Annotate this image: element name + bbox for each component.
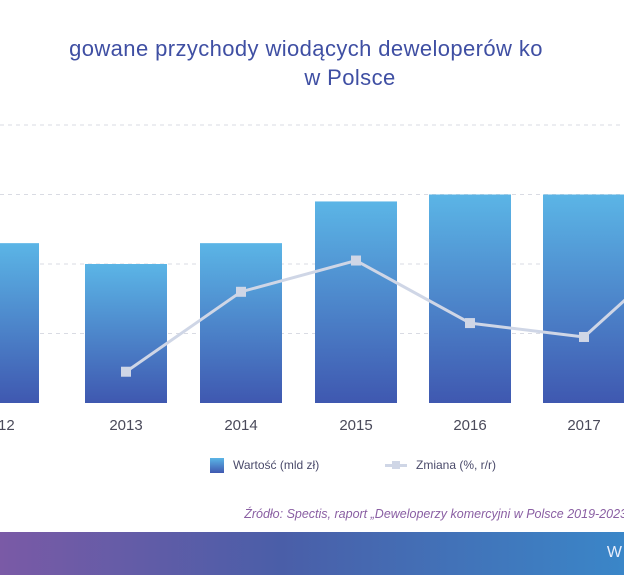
x-tick-label-2013: 2013 bbox=[109, 417, 142, 434]
legend-item-line: Zmiana (%, r/r) bbox=[385, 456, 496, 474]
legend-bar-label: Wartość (mld zł) bbox=[233, 458, 320, 472]
chart-plot-area: 2012 2013 2014 2015 2016 2017 bbox=[0, 124, 624, 434]
line-point-2016 bbox=[465, 318, 475, 329]
footer-text: W bbox=[606, 544, 622, 561]
bar-2013 bbox=[85, 264, 167, 403]
legend-line-label: Zmiana (%, r/r) bbox=[416, 458, 497, 472]
bar-2016 bbox=[429, 194, 511, 403]
series-line-zmiana bbox=[125, 259, 624, 373]
line-point-2014 bbox=[236, 286, 246, 297]
footer-band: W bbox=[0, 532, 624, 575]
x-tick-label-2017: 2017 bbox=[567, 417, 600, 434]
chart-title-line-1: gowane przychody wiodących deweloperów k… bbox=[69, 36, 543, 61]
legend-bar-swatch bbox=[210, 457, 224, 473]
bar-2012 bbox=[0, 243, 39, 403]
x-tick-label-2014: 2014 bbox=[224, 417, 257, 434]
line-point-2015 bbox=[351, 255, 361, 266]
source-note: Źródło: Spectis, raport „Deweloperzy kom… bbox=[244, 507, 624, 521]
legend-item-bar: Wartość (mld zł) bbox=[210, 456, 319, 474]
chart-title-line-2: w Polsce bbox=[304, 65, 396, 90]
x-tick-label-2016: 2016 bbox=[453, 417, 486, 434]
bar-2017 bbox=[543, 194, 624, 403]
bar-2015 bbox=[315, 201, 397, 403]
x-tick-label-2015: 2015 bbox=[339, 417, 372, 434]
bar-2014 bbox=[200, 243, 282, 403]
x-tick-label-2012: 2012 bbox=[0, 417, 15, 434]
line-point-2013 bbox=[121, 366, 131, 377]
legend-line-swatch bbox=[385, 458, 407, 472]
line-point-2017 bbox=[579, 331, 589, 342]
